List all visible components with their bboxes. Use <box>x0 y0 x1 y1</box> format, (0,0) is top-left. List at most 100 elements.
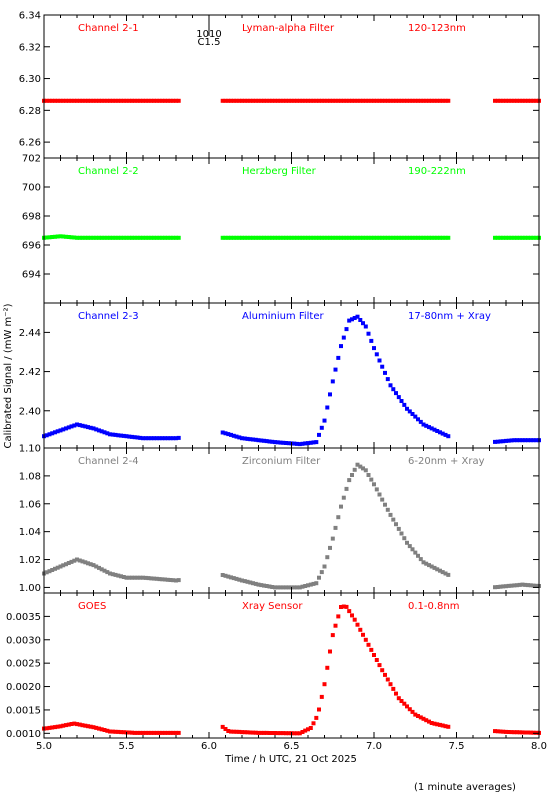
data-point <box>361 321 365 326</box>
data-point <box>383 502 387 507</box>
channel-label: Channel 2-3 <box>78 311 139 322</box>
series-points <box>42 604 541 736</box>
averaging-note: (1 minute averages) <box>414 782 516 793</box>
data-point <box>314 581 319 586</box>
y-tick-label: 694 <box>22 270 41 281</box>
data-point <box>358 318 363 322</box>
data-point <box>446 98 451 103</box>
data-point <box>176 578 181 583</box>
data-point <box>410 709 415 714</box>
data-point <box>308 726 313 730</box>
y-tick-label: 2.44 <box>19 328 41 339</box>
data-point <box>402 701 407 706</box>
data-point <box>446 724 451 729</box>
data-point <box>377 358 382 363</box>
y-tick-label: 0.0015 <box>6 705 41 716</box>
data-point <box>407 707 412 712</box>
y-tick-label: 1.04 <box>19 527 41 538</box>
data-point <box>410 412 415 416</box>
y-tick-label: 6.26 <box>19 138 41 149</box>
data-point <box>394 391 398 396</box>
data-point <box>317 707 321 712</box>
data-point <box>333 367 338 372</box>
y-tick-label: 1.06 <box>19 499 41 510</box>
data-point <box>407 409 412 414</box>
data-point <box>363 468 368 473</box>
y-tick-label: 1.02 <box>19 555 41 566</box>
data-point <box>328 649 332 654</box>
data-point <box>355 314 360 319</box>
data-point <box>350 473 354 477</box>
channel-label: Channel 2-2 <box>78 166 139 177</box>
data-point <box>311 721 316 726</box>
data-point <box>405 406 409 411</box>
series-points <box>42 314 541 447</box>
panel-2: 694 696 698 700 702 Channel 2-2 Herzberg Filte… <box>22 154 541 304</box>
data-point <box>396 696 401 701</box>
data-point <box>388 682 393 687</box>
x-axis-label: Time / h UTC, 21 Oct 2025 <box>224 754 357 765</box>
data-point <box>372 653 376 657</box>
data-point <box>369 647 374 652</box>
data-point <box>336 614 341 619</box>
data-point <box>344 604 349 609</box>
y-tick-label: 1.08 <box>19 471 41 482</box>
data-point <box>383 672 387 677</box>
data-point <box>361 632 365 637</box>
data-point <box>380 668 385 673</box>
data-point <box>325 665 330 670</box>
data-point <box>317 432 321 437</box>
y-tick-label: 0.0030 <box>6 635 41 646</box>
y-tick-label: 702 <box>22 154 41 165</box>
data-point <box>344 327 349 332</box>
data-point <box>399 531 404 536</box>
data-point <box>358 627 363 632</box>
data-point <box>328 392 332 397</box>
data-point <box>416 553 420 558</box>
y-tick-label: 6.32 <box>19 42 41 53</box>
data-point <box>383 370 387 375</box>
data-point <box>314 440 319 445</box>
data-point <box>347 478 352 483</box>
panel-frame <box>43 302 540 449</box>
data-point <box>396 526 401 531</box>
panel-3: 2.40 2.42 2.44 Channel 2-3 Aluminium Filter 1… <box>19 302 541 449</box>
data-point <box>385 677 390 682</box>
data-point <box>176 730 181 735</box>
data-point <box>330 536 335 541</box>
x-tick-label: 6.5 <box>284 741 300 752</box>
x-axis: 5.0 5.5 6.0 6.5 7.0 7.5 8.0 <box>36 741 547 752</box>
data-point <box>322 418 327 423</box>
panel-5: 0.0010 0.0015 0.0020 0.0025 0.0030 0.0035 GOES… <box>6 592 541 740</box>
data-point <box>396 395 401 400</box>
panel-frame <box>43 157 540 304</box>
data-point <box>344 486 349 491</box>
data-point <box>377 663 382 668</box>
x-tick-label: 6.0 <box>201 741 217 752</box>
data-point <box>333 525 338 530</box>
data-point <box>369 338 374 343</box>
data-point <box>372 346 376 351</box>
data-point <box>176 98 181 103</box>
data-point <box>394 691 398 696</box>
panel-frame <box>43 592 540 739</box>
data-point <box>325 405 330 410</box>
event-marker-label: 1010 <box>196 29 221 40</box>
x-tick-label: 8.0 <box>531 741 547 752</box>
data-point <box>399 399 404 403</box>
panel-4: 1.00 1.02 1.04 1.06 1.08 1.10 Channel 2-4 Zirco… <box>19 444 541 594</box>
filter-label: Lyman-alpha Filter <box>242 23 335 34</box>
y-tick-label: 6.28 <box>19 106 41 117</box>
band-label: 120-123nm <box>408 23 466 34</box>
data-point <box>372 482 376 487</box>
data-point <box>374 352 379 357</box>
y-tick-label: 0.0025 <box>6 659 41 670</box>
y-tick-label: 0.0020 <box>6 682 41 693</box>
channel-label: Channel 2-1 <box>78 23 139 34</box>
data-point <box>418 557 423 562</box>
data-point <box>319 570 324 575</box>
filter-label: Herzberg Filter <box>242 166 317 177</box>
data-point <box>374 658 379 662</box>
data-point <box>176 435 181 440</box>
